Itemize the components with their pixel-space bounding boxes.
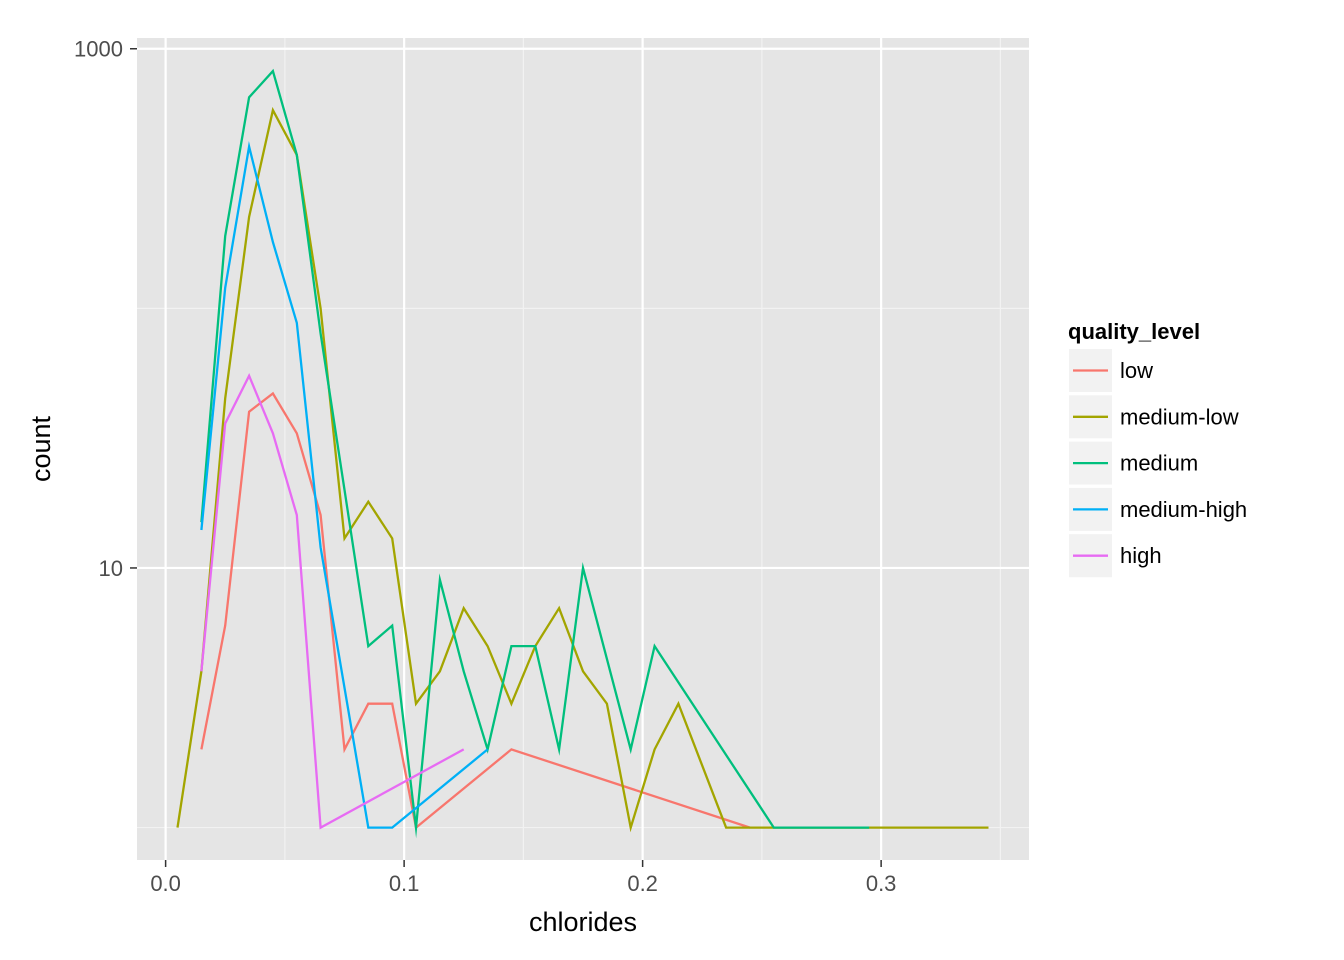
legend-item-low: low xyxy=(1069,349,1153,392)
legend-item-medium: medium xyxy=(1069,441,1198,485)
series-line-low xyxy=(200,391,751,830)
legend-item-high: high xyxy=(1069,534,1162,578)
legend-label: high xyxy=(1120,543,1162,568)
x-tick-label: 0.1 xyxy=(389,871,420,896)
legend-title: quality_level xyxy=(1068,319,1200,344)
series-line-high xyxy=(200,373,465,830)
legend-label: medium-low xyxy=(1120,404,1239,429)
legend: quality_level low medium-low medium medium-… xyxy=(1068,319,1247,578)
y-tick-label: 10 xyxy=(99,556,123,581)
y-axis-title: count xyxy=(26,415,56,482)
plot-panel xyxy=(137,38,1029,860)
legend-label: low xyxy=(1120,358,1153,383)
series-lines xyxy=(176,68,989,839)
y-axis: 10 1000 xyxy=(74,37,137,581)
major-grid xyxy=(137,38,1029,860)
x-tick-label: 0.0 xyxy=(150,871,181,896)
series-line-medium-low xyxy=(176,106,989,833)
legend-item-medium-high: medium-high xyxy=(1069,487,1247,531)
x-tick-label: 0.2 xyxy=(627,871,658,896)
legend-item-medium-low: medium-low xyxy=(1069,395,1239,439)
x-tick-label: 0.3 xyxy=(866,871,897,896)
legend-label: medium-high xyxy=(1120,497,1247,522)
y-tick-label: 1000 xyxy=(74,37,123,62)
x-axis-title: chlorides xyxy=(529,907,637,937)
legend-label: medium xyxy=(1120,451,1198,476)
minor-grid xyxy=(137,38,1029,860)
legend-items: low medium-low medium medium-high high xyxy=(1069,349,1247,578)
x-axis: 0.0 0.1 0.2 0.3 xyxy=(150,860,896,896)
series-line-medium-high xyxy=(200,140,489,829)
series-line-medium xyxy=(200,68,870,839)
